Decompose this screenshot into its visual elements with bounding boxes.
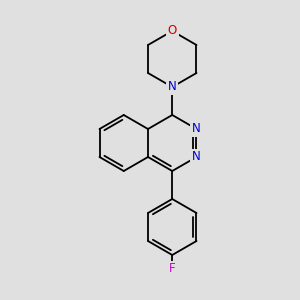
Text: N: N xyxy=(168,80,177,94)
Text: N: N xyxy=(192,122,201,136)
Text: O: O xyxy=(168,25,177,38)
Text: N: N xyxy=(192,151,201,164)
Text: F: F xyxy=(169,262,175,275)
